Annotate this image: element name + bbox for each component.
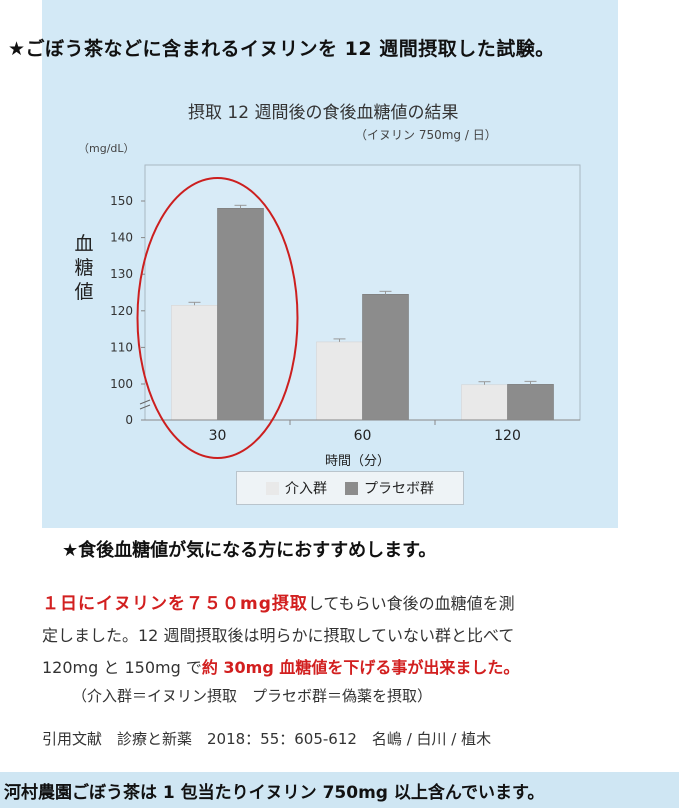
- bar-placebo-120: [507, 384, 554, 421]
- axis-break-mark: [139, 404, 151, 410]
- description-line-2: 定しました。12 週間摂取後は明らかに摂取していない群と比べて: [42, 626, 515, 645]
- bar-intervention-30: [171, 305, 218, 421]
- x-axis-label: 時間（分）: [325, 454, 391, 469]
- y-tick-label: 100: [110, 377, 133, 391]
- y-tick-label: 0: [125, 413, 133, 427]
- bar-intervention-120: [461, 384, 508, 421]
- y-tick-label: 110: [110, 340, 133, 354]
- legend-label-intervention: 介入群: [285, 481, 327, 497]
- x-tick-label: 60: [354, 428, 372, 444]
- legend-item-intervention: 介入群: [266, 478, 327, 498]
- headline: ★ごぼう茶などに含まれるイヌリンを 12 週間摂取した試験。: [8, 38, 555, 60]
- highlight-ellipse: [136, 177, 299, 459]
- chart-title: 摂取 12 週間後の食後血糖値の結果: [188, 103, 459, 123]
- description-line-1: １日にイヌリンを７５０mg摂取してもらい食後の血糖値を測: [42, 588, 672, 620]
- y-axis-label: 血糖値: [74, 232, 94, 304]
- y-tick-label: 140: [110, 231, 133, 245]
- reference-citation: 引用文献 診療と新薬 2018：55：605-612 名嶋 / 白川 / 植木: [42, 730, 492, 748]
- result-description: １日にイヌリンを７５０mg摂取してもらい食後の血糖値を測 定しました。12 週間…: [42, 588, 672, 684]
- x-tick-label: 30: [209, 428, 227, 444]
- chart-subtitle: （イヌリン 750mg / 日）: [355, 128, 497, 142]
- chart-legend: 介入群 プラセボ群: [236, 471, 464, 505]
- bar-placebo-30: [217, 208, 264, 421]
- x-tick-label: 120: [494, 428, 521, 444]
- legend-label-placebo: プラセボ群: [364, 481, 434, 497]
- description-highlight-result: 約 30mg 血糖値を下げる事が出来ました。: [201, 658, 520, 677]
- description-line-3: 120mg と 150mg で約 30mg 血糖値を下げる事が出来ました。: [42, 652, 672, 684]
- footer-text: 河村農園ごぼう茶は 1 包当たりイヌリン 750mg 以上含んでいます。: [4, 782, 545, 803]
- description-highlight-dose: １日にイヌリンを７５０mg摂取: [42, 594, 308, 614]
- footer-banner: 河村農園ごぼう茶は 1 包当たりイヌリン 750mg 以上含んでいます。: [0, 772, 679, 808]
- bar-placebo-60: [362, 294, 409, 421]
- y-axis-label-char: 値: [74, 281, 94, 303]
- y-axis-unit: （mg/dL）: [78, 142, 135, 155]
- legend-swatch-intervention: [266, 481, 279, 495]
- bar-intervention-60: [316, 341, 363, 421]
- description-line-3-start: 120mg と 150mg で: [42, 658, 202, 677]
- legend-item-placebo: プラセボ群: [345, 478, 434, 498]
- y-tick-label: 130: [110, 267, 133, 281]
- recommendation: ★食後血糖値が気になる方におすすめします。: [62, 540, 437, 561]
- y-tick-label: 120: [110, 304, 133, 318]
- y-axis-label-char: 血: [74, 233, 94, 255]
- y-axis-label-char: 糖: [74, 257, 94, 279]
- group-note: （介入群＝イヌリン摂取 プラセボ群＝偽薬を摂取）: [72, 687, 433, 705]
- axis-break-mark: [139, 399, 151, 405]
- bar-chart: 0 100 110 120 130 140 150 30 60 120: [110, 164, 581, 459]
- y-tick-label: 150: [110, 194, 133, 208]
- description-line-1-rest: してもらい食後の血糖値を測: [307, 594, 515, 613]
- legend-swatch-placebo: [345, 481, 358, 495]
